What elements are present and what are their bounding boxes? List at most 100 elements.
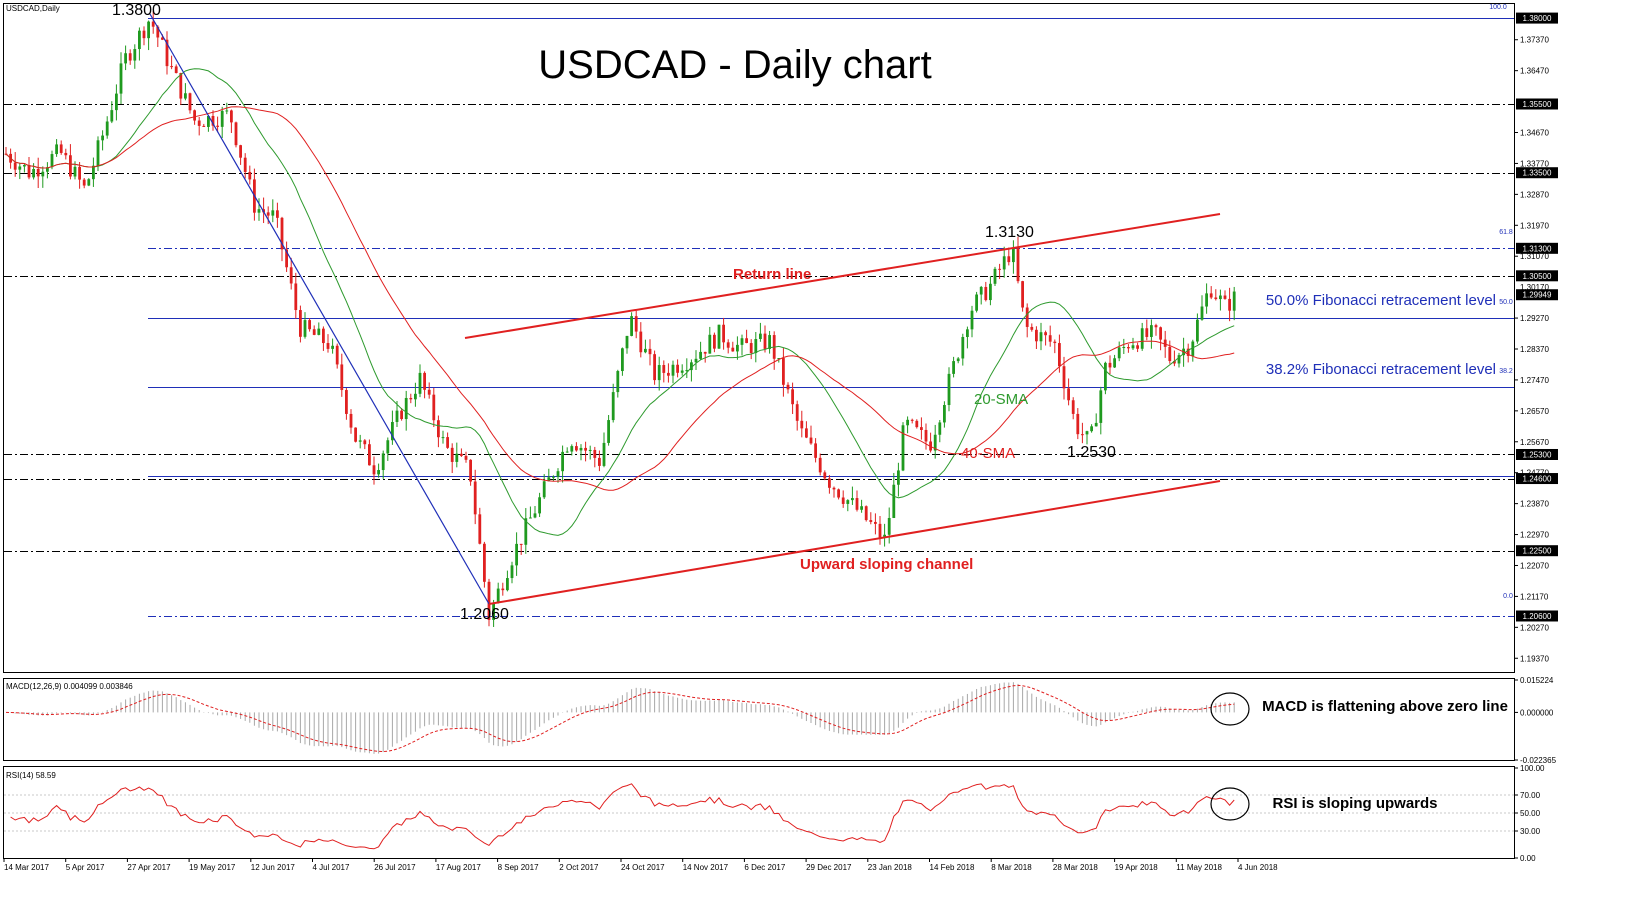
candle	[777, 357, 781, 363]
candle	[1117, 341, 1121, 362]
fib-100-tag: 100.0	[1489, 4, 1507, 11]
price-tag-4: 1.30500	[1516, 270, 1558, 282]
candle	[800, 410, 804, 438]
candle	[1191, 339, 1195, 362]
candle	[984, 281, 988, 302]
candle	[36, 157, 40, 189]
candle	[345, 388, 348, 420]
candle	[460, 448, 463, 457]
candle	[423, 371, 426, 399]
candle	[1104, 361, 1107, 395]
candle	[1076, 408, 1080, 440]
rsi-tick-label: 100.00	[1520, 764, 1545, 773]
candle	[1081, 422, 1084, 444]
time-tick-label: 8 Sep 2017	[498, 863, 539, 872]
candle	[1131, 337, 1135, 351]
candle	[174, 64, 178, 74]
candle	[1209, 286, 1213, 300]
macd-panel-frame	[3, 678, 1515, 761]
candle	[768, 330, 771, 354]
candle	[1154, 323, 1158, 336]
candle	[542, 474, 546, 500]
candle	[726, 339, 730, 354]
time-tick-label: 24 Oct 2017	[621, 863, 665, 872]
time-tick-label: 19 Apr 2018	[1115, 863, 1159, 872]
candle	[1048, 325, 1052, 347]
sma40-line	[5, 106, 1235, 491]
candle	[358, 434, 362, 449]
candle	[1173, 350, 1176, 367]
candle	[897, 462, 900, 497]
price-tick-label: 1.21170	[1520, 592, 1549, 601]
candle	[78, 162, 81, 189]
candle	[381, 450, 385, 479]
candle	[906, 416, 909, 434]
candle	[391, 410, 394, 445]
candle	[828, 475, 831, 494]
time-tick-label: 23 Jan 2018	[868, 863, 913, 872]
candle	[483, 541, 486, 588]
time-tick-label: 14 Feb 2018	[930, 863, 975, 872]
price-axis: 1.37370 1.36470 1.34670 1.33770 1.32870 1.319…	[1514, 36, 1549, 663]
candle	[142, 26, 146, 46]
candle	[786, 382, 790, 394]
candle	[501, 582, 505, 596]
candle	[966, 326, 969, 349]
peak-annotation: 1.3130	[985, 224, 1034, 241]
price-tag-label: 1.35500	[1523, 100, 1552, 109]
candle	[1205, 283, 1208, 314]
moving-averages	[5, 68, 1235, 536]
candle	[1145, 319, 1149, 341]
candle	[1021, 280, 1024, 312]
candle	[427, 382, 431, 399]
candle	[1196, 313, 1199, 344]
price-tick-label: 1.32870	[1520, 190, 1549, 199]
time-tick-label: 26 Jul 2017	[374, 863, 416, 872]
candle	[115, 84, 118, 121]
candle	[50, 150, 54, 170]
candle	[634, 310, 638, 339]
rsi-annotation: RSI is sloping upwards	[1272, 795, 1437, 812]
candle	[892, 472, 896, 519]
candle	[1219, 289, 1222, 311]
candle	[478, 507, 482, 545]
price-tag-label: 1.25300	[1523, 450, 1552, 459]
time-tick-label: 8 Mar 2018	[991, 863, 1032, 872]
price-tag-label: 1.20600	[1523, 612, 1552, 621]
rsi-line	[4, 783, 1514, 850]
current-price-tag: 1.29949	[1516, 289, 1558, 301]
candle	[1030, 323, 1034, 332]
price-tag-0: 1.38000	[1516, 12, 1558, 24]
price-tag-label: 1.38000	[1523, 14, 1552, 23]
candle	[1099, 386, 1103, 435]
candle	[386, 437, 390, 461]
candle	[1012, 240, 1015, 274]
time-tick-label: 19 May 2017	[189, 863, 236, 872]
price-tick-label: 1.22070	[1520, 561, 1549, 570]
candle	[593, 446, 597, 468]
candle	[731, 341, 735, 352]
candle	[1136, 342, 1139, 353]
candle	[860, 499, 863, 513]
candle	[805, 421, 808, 439]
channel-label: Upward sloping channel	[800, 556, 973, 573]
candle	[165, 31, 169, 75]
candle	[998, 263, 1001, 280]
candle	[584, 441, 587, 462]
candle	[105, 116, 109, 139]
candle	[630, 312, 633, 337]
candle	[395, 401, 399, 427]
time-axis: 14 Mar 2017 5 Apr 2017 27 Apr 2017 19 May 2…	[3, 858, 1278, 872]
candle	[455, 442, 459, 468]
candle	[308, 318, 311, 332]
candle	[529, 506, 532, 519]
candle	[818, 453, 822, 476]
sma20-line	[5, 68, 1235, 536]
candle	[69, 144, 72, 180]
candle	[938, 419, 942, 443]
candle	[1127, 344, 1130, 353]
candle	[363, 439, 367, 450]
candle	[639, 322, 643, 358]
candle	[515, 532, 518, 576]
fib-50-label: 50.0% Fibonacci retracement level	[1266, 292, 1496, 309]
